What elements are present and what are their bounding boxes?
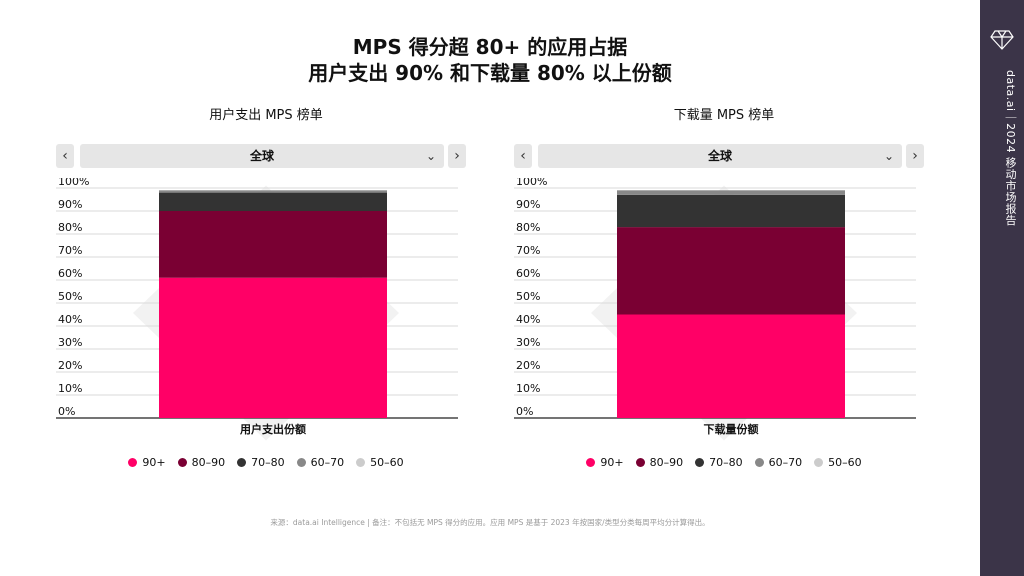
y-tick-label: 30% <box>516 336 540 349</box>
region-label: 全球 <box>707 149 732 163</box>
brand-sidebar: data.ai｜2024 移动市场报告 <box>980 0 1024 576</box>
bar-segment-60-70 <box>617 190 845 195</box>
chevron-left-icon[interactable]: ‹ <box>514 144 532 168</box>
legend-dot-icon <box>237 458 247 467</box>
y-tick-label: 100% <box>58 178 89 188</box>
chart-panel-spending: 用户支出 MPS 榜单 ‹ 全球 ⌄ › 0% 10% 20% 30% 40% 50% 60… <box>56 100 476 480</box>
legend: 90+ 80–90 70–80 60–70 50–60 <box>56 456 476 469</box>
legend-item: 80–90 <box>635 456 684 469</box>
y-tick-label: 20% <box>516 359 540 372</box>
y-tick-label: 50% <box>58 290 82 303</box>
y-tick-label: 80% <box>58 221 82 234</box>
title-line-1: MPS 得分超 80+ 的应用占据 <box>352 35 628 59</box>
chevron-right-icon[interactable]: › <box>906 144 924 168</box>
bar-segment-60-70 <box>159 190 387 193</box>
footnote: 来源：data.ai Intelligence | 备注：不包括无 MPS 得分… <box>270 518 710 527</box>
region-label: 全球 <box>249 149 274 163</box>
legend-label: 70–80 <box>709 456 743 469</box>
bar-segment-70-80 <box>617 194 845 228</box>
y-tick-label: 30% <box>58 336 82 349</box>
legend-label: 50–60 <box>828 456 862 469</box>
legend-label: 80–90 <box>649 456 684 469</box>
x-axis-label: 用户支出份额 <box>240 422 306 436</box>
legend-item: 50–60 <box>814 456 862 469</box>
legend-dot-icon <box>128 458 138 467</box>
y-tick-label: 100% <box>516 178 547 188</box>
legend-item: 60–70 <box>754 456 803 469</box>
y-tick-label: 50% <box>516 290 540 303</box>
chart-panel-downloads: 下载量 MPS 榜单 ‹ 全球 ⌄ › 0% 10% 20% 30% 40% 50% 60%… <box>514 100 934 480</box>
brand-text: data.ai｜2024 移动市场报告 <box>1004 70 1017 227</box>
legend-dot-icon <box>177 458 187 467</box>
legend-label: 50–60 <box>370 456 404 469</box>
legend-label: 60–70 <box>310 456 345 469</box>
title-line-2: 用户支出 90% 和下载量 80% 以上份额 <box>308 61 672 85</box>
y-tick-label: 60% <box>58 267 82 280</box>
chevron-down-icon: ⌄ <box>425 149 436 163</box>
legend-dot-icon <box>695 458 705 467</box>
legend-dot-icon <box>635 458 645 467</box>
legend-label: 90+ <box>142 456 166 469</box>
legend-label: 70–80 <box>251 456 285 469</box>
y-tick-label: 70% <box>516 244 540 257</box>
region-dropdown[interactable]: 全球 ⌄ <box>80 144 444 168</box>
legend-dot-icon <box>754 458 764 467</box>
y-tick-label: 10% <box>58 382 82 395</box>
legend-dot-icon <box>814 458 824 467</box>
y-tick-label: 10% <box>516 382 540 395</box>
legend-label: 80–90 <box>191 456 226 469</box>
bar-segment-70-80 <box>159 192 387 211</box>
chevron-down-icon: ⌄ <box>883 149 894 163</box>
chevron-right-icon[interactable]: › <box>448 144 466 168</box>
legend-item: 90+ <box>128 456 166 469</box>
legend-label: 60–70 <box>768 456 803 469</box>
page-title: MPS 得分超 80+ 的应用占据 用户支出 90% 和下载量 80% 以上份额 <box>0 34 980 86</box>
bar-segment-90- <box>617 314 845 418</box>
region-dropdown[interactable]: 全球 ⌄ <box>538 144 902 168</box>
legend-item: 50–60 <box>356 456 404 469</box>
legend-item: 70–80 <box>695 456 743 469</box>
y-tick-label: 40% <box>58 313 82 326</box>
chart-title: 下载量 MPS 榜单 <box>673 108 775 123</box>
legend-dot-icon <box>296 458 306 467</box>
y-tick-label: 60% <box>516 267 540 280</box>
stacked-bar-chart: 0% 10% 20% 30% 40% 50% 60% 70% 80% 90% 100% 用户支出份额 <box>56 178 458 441</box>
legend-dot-icon <box>586 458 596 467</box>
y-tick-label: 0% <box>58 405 75 418</box>
y-tick-label: 90% <box>58 198 82 211</box>
legend-dot-icon <box>356 458 366 467</box>
bar-segment-90- <box>159 277 387 418</box>
bar-segment-80-90 <box>617 227 845 315</box>
y-tick-label: 90% <box>516 198 540 211</box>
y-tick-label: 0% <box>516 405 533 418</box>
legend-item: 90+ <box>586 456 624 469</box>
y-tick-label: 70% <box>58 244 82 257</box>
bar-segment-80-90 <box>159 211 387 278</box>
diamond-logo-icon <box>990 30 1014 50</box>
y-tick-label: 80% <box>516 221 540 234</box>
legend-item: 70–80 <box>237 456 285 469</box>
chart-title: 用户支出 MPS 榜单 <box>209 108 323 123</box>
legend-item: 60–70 <box>296 456 345 469</box>
chevron-left-icon[interactable]: ‹ <box>56 144 74 168</box>
legend-item: 80–90 <box>177 456 226 469</box>
stacked-bar-chart: 0% 10% 20% 30% 40% 50% 60% 70% 80% 90% 100% 下载量份额 <box>514 178 916 441</box>
legend-label: 90+ <box>600 456 624 469</box>
legend: 90+ 80–90 70–80 60–70 50–60 <box>514 456 934 469</box>
y-tick-label: 40% <box>516 313 540 326</box>
x-axis-label: 下载量份额 <box>704 422 759 436</box>
y-tick-label: 20% <box>58 359 82 372</box>
